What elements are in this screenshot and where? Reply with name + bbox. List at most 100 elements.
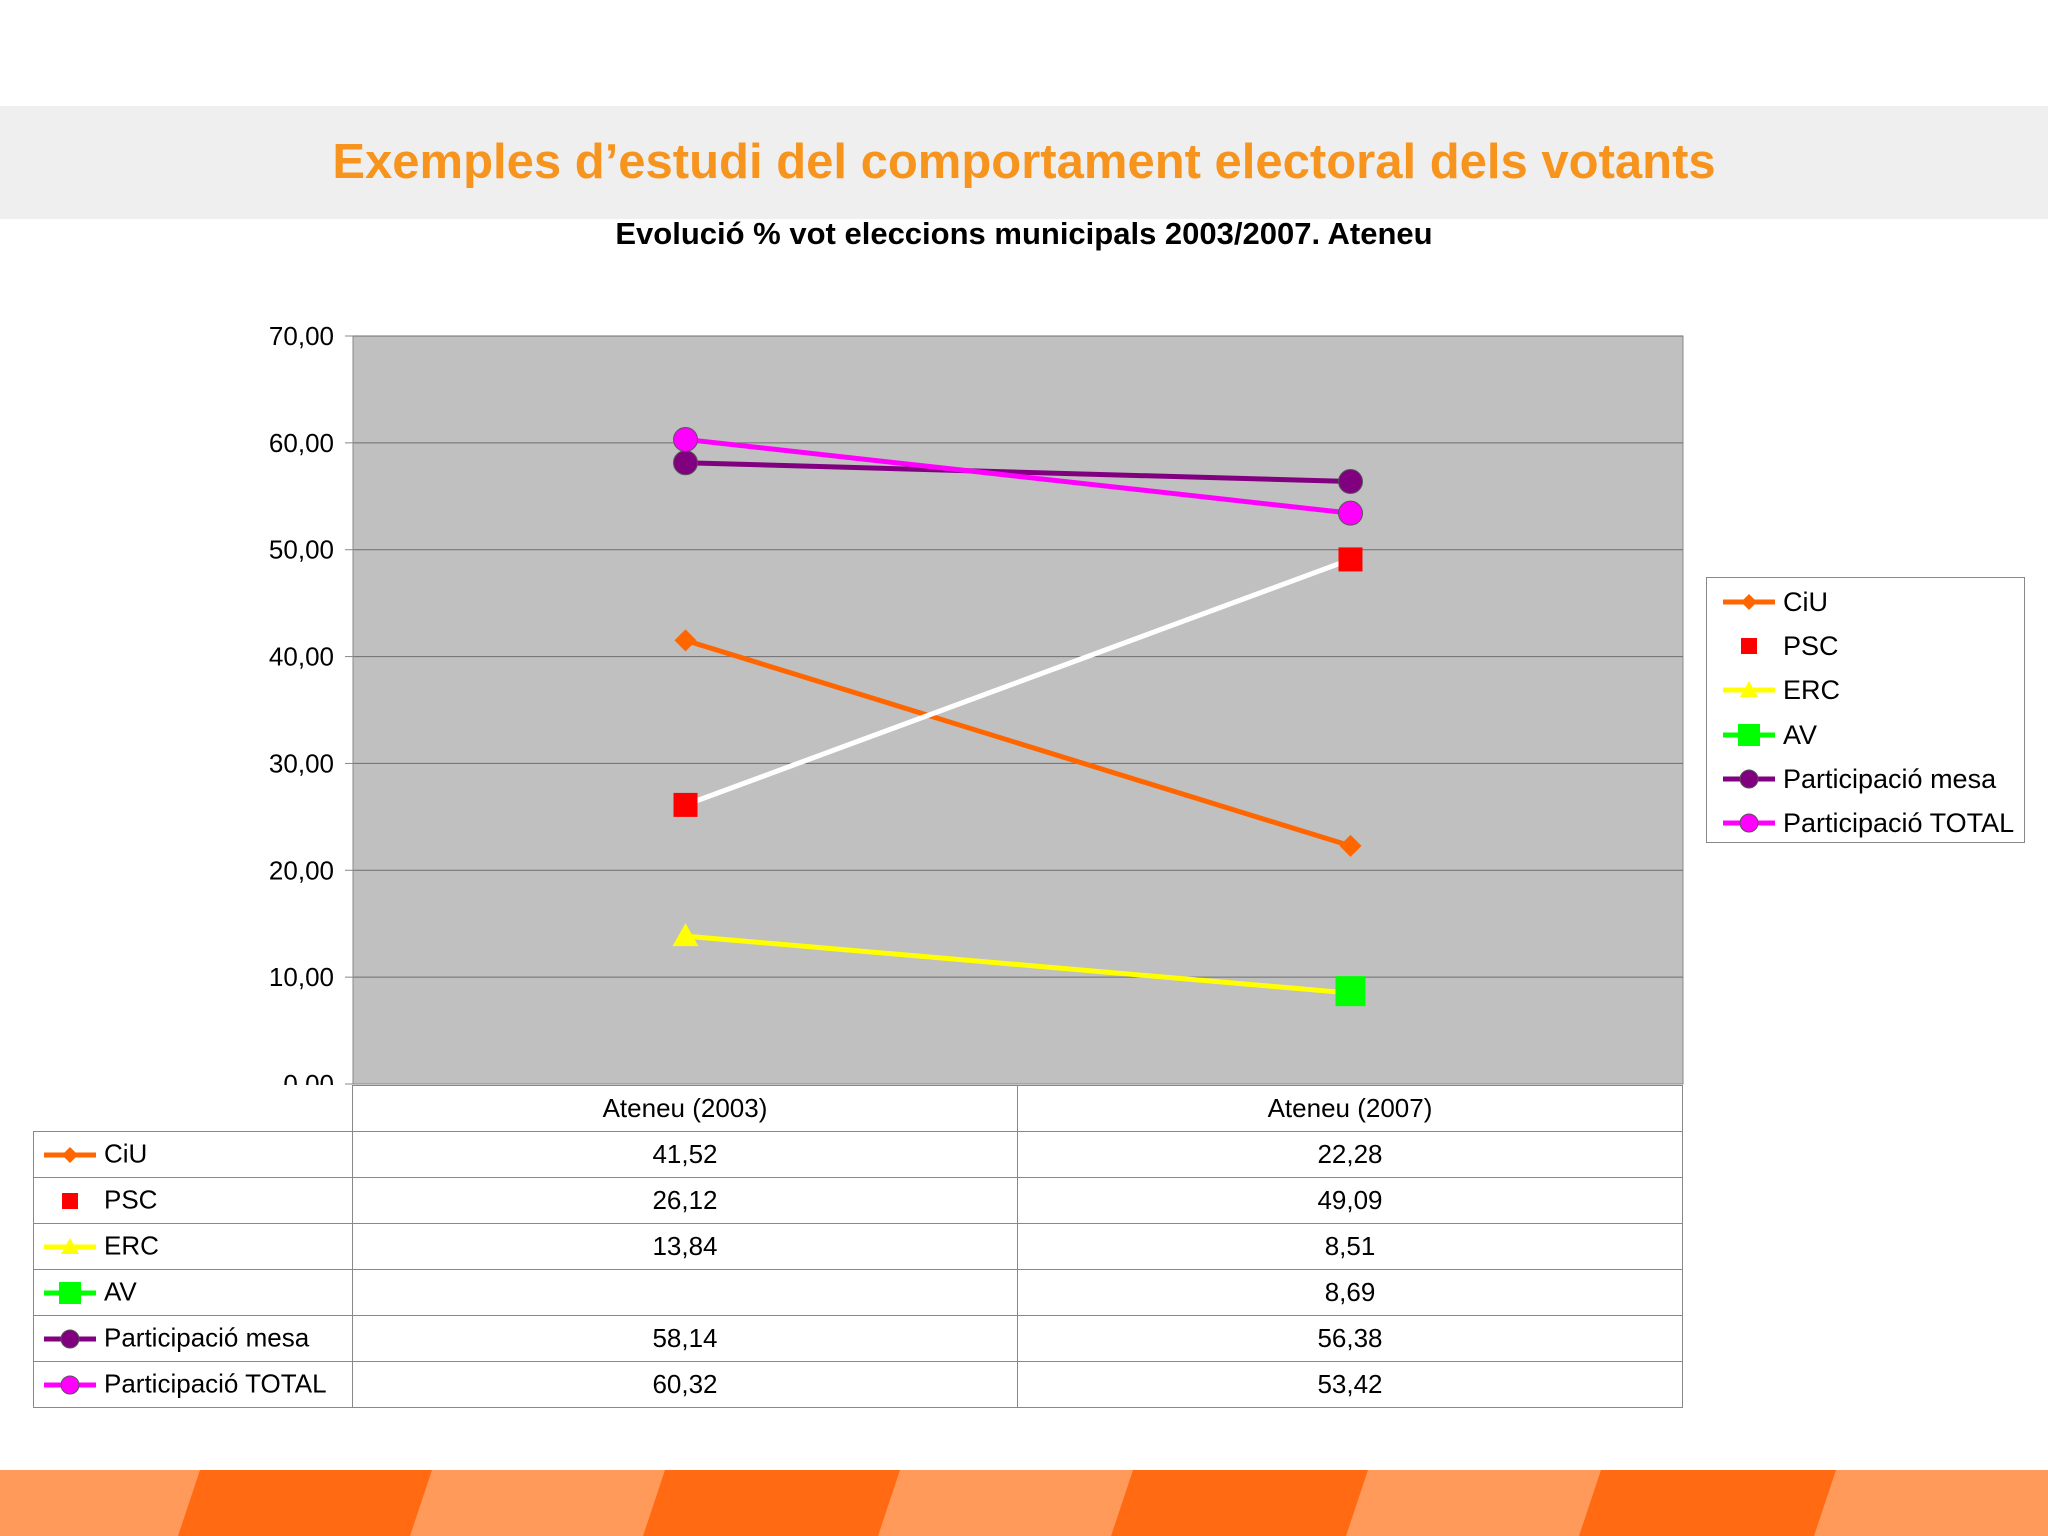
legend-key: [1719, 759, 1779, 799]
table-legend-key: [40, 1368, 100, 1402]
series-label-cell: Participació TOTAL: [33, 1361, 353, 1408]
series-name: CiU: [104, 1139, 148, 1170]
plot-area: [352, 335, 1684, 1085]
legend-marker: [60, 1329, 80, 1349]
series-name: ERC: [104, 1231, 159, 1262]
data-point: [1338, 500, 1363, 526]
legend-marker: [1740, 681, 1758, 697]
line-chart: 0,00 10,00 20,00 30,00 40,00 50,00 60,00 70,00: [269, 321, 1684, 1090]
y-tick-label: 20,00: [269, 855, 334, 885]
legend-item: PSC: [1717, 626, 2017, 666]
table-row: AV 8,69: [33, 1269, 1683, 1316]
legend-label: PSC: [1783, 631, 1839, 661]
series-name: PSC: [104, 1185, 158, 1216]
y-tick-label: 50,00: [269, 535, 334, 565]
legend-marker: [62, 1192, 78, 1209]
legend-label: Participació mesa: [1783, 764, 1997, 794]
y-tick-label: 30,00: [269, 748, 334, 778]
data-value-cell: 13,84: [352, 1223, 1018, 1270]
footer-stripe: [1814, 1470, 2048, 1536]
data-point: [674, 629, 697, 652]
legend-marker: [62, 1146, 78, 1163]
data-value-cell: 26,12: [352, 1177, 1018, 1224]
series-name: AV: [104, 1277, 137, 1308]
series-layer: [672, 426, 1366, 1007]
legend-label: AV: [1783, 720, 1818, 750]
footer-stripe: [410, 1470, 665, 1536]
data-point: [672, 923, 699, 947]
legend-key-icon: [1723, 769, 1775, 789]
series-label-cell: AV: [33, 1269, 353, 1316]
footer-stripe: [0, 1470, 200, 1536]
y-tick-label: 10,00: [269, 962, 334, 992]
legend-marker: [59, 1281, 81, 1304]
legend-marker: [1739, 769, 1759, 789]
legend-label: ERC: [1783, 675, 1841, 705]
data-value-cell: 56,38: [1017, 1315, 1683, 1362]
table-row: PSC 26,12 49,09: [33, 1177, 1683, 1224]
legend-marker: [1739, 813, 1759, 833]
table-row: Participació TOTAL 60,32 53,42: [33, 1361, 1683, 1408]
legend-key: [1719, 803, 1779, 843]
legend-key-icon: [1723, 813, 1775, 833]
legend-key: [1719, 626, 1779, 666]
y-tick-label: 0,00: [283, 1069, 334, 1090]
data-point: [1338, 469, 1363, 495]
data-value-cell: 49,09: [1017, 1177, 1683, 1224]
footer-stripe: [1346, 1470, 1601, 1536]
table-row: ERC 13,84 8,51: [33, 1223, 1683, 1270]
legend-marker: [60, 1375, 80, 1395]
legend-label: CiU: [1783, 587, 1828, 617]
legend-key: [1719, 670, 1779, 710]
data-value-cell: [352, 1269, 1018, 1316]
y-tick-label: 40,00: [269, 642, 334, 672]
legend-item: CiU: [1717, 582, 2017, 622]
series-participaci-total: [673, 426, 1363, 526]
legend-item: ERC: [1717, 670, 2017, 710]
data-point: [673, 426, 698, 452]
category-label: Ateneu (2007): [1017, 1085, 1683, 1132]
data-point: [1339, 834, 1362, 857]
table-legend-key: [40, 1230, 100, 1264]
table-corner: [33, 1085, 353, 1132]
legend-key-icon: [44, 1146, 96, 1163]
legend-key-icon: [62, 1192, 78, 1209]
data-value-cell: 22,28: [1017, 1131, 1683, 1178]
table-row: Participació mesa 58,14 56,38: [33, 1315, 1683, 1362]
data-point: [673, 450, 698, 476]
legend-key-icon: [1723, 594, 1775, 610]
data-table: Ateneu (2003) Ateneu (2007) CiU 41,52 22,28 P…: [33, 1085, 1683, 1408]
table-legend-key: [40, 1276, 100, 1310]
series-label-cell: ERC: [33, 1223, 353, 1270]
series-av: [1335, 976, 1366, 1007]
legend-key-icon: [44, 1281, 96, 1304]
chart-title: Evolució % vot eleccions municipals 2003…: [615, 216, 1433, 251]
legend-key: [1719, 582, 1779, 622]
series-name: Participació TOTAL: [104, 1369, 327, 1400]
legend-key-icon: [1723, 724, 1775, 746]
legend: CiU PSC ERC AV Participació mesa Participació…: [1706, 577, 2025, 843]
data-value-cell: 8,69: [1017, 1269, 1683, 1316]
series-label-cell: Participació mesa: [33, 1315, 353, 1362]
grid-lines: [353, 335, 1683, 978]
legend-key-icon: [1741, 638, 1757, 654]
series-ciu: [674, 629, 1362, 857]
series-line: [685, 933, 1351, 996]
data-value-cell: 53,42: [1017, 1361, 1683, 1408]
data-value-cell: 58,14: [352, 1315, 1018, 1362]
y-tick-label: 70,00: [269, 321, 334, 351]
data-point: [1338, 547, 1363, 572]
legend-marker: [61, 1237, 79, 1254]
category-label: Ateneu (2003): [352, 1085, 1018, 1132]
data-value-cell: 8,51: [1017, 1223, 1683, 1270]
data-value-cell: 41,52: [352, 1131, 1018, 1178]
footer-band: [0, 1470, 2048, 1536]
table-legend-key: [40, 1184, 100, 1218]
series-name: Participació mesa: [104, 1323, 310, 1354]
legend-key-icon: [44, 1329, 96, 1349]
series-psc: [673, 547, 1363, 817]
data-point: [1335, 976, 1366, 1007]
legend-key-icon: [44, 1237, 96, 1254]
legend-key-icon: [1723, 681, 1775, 697]
series-line: [685, 436, 1351, 516]
